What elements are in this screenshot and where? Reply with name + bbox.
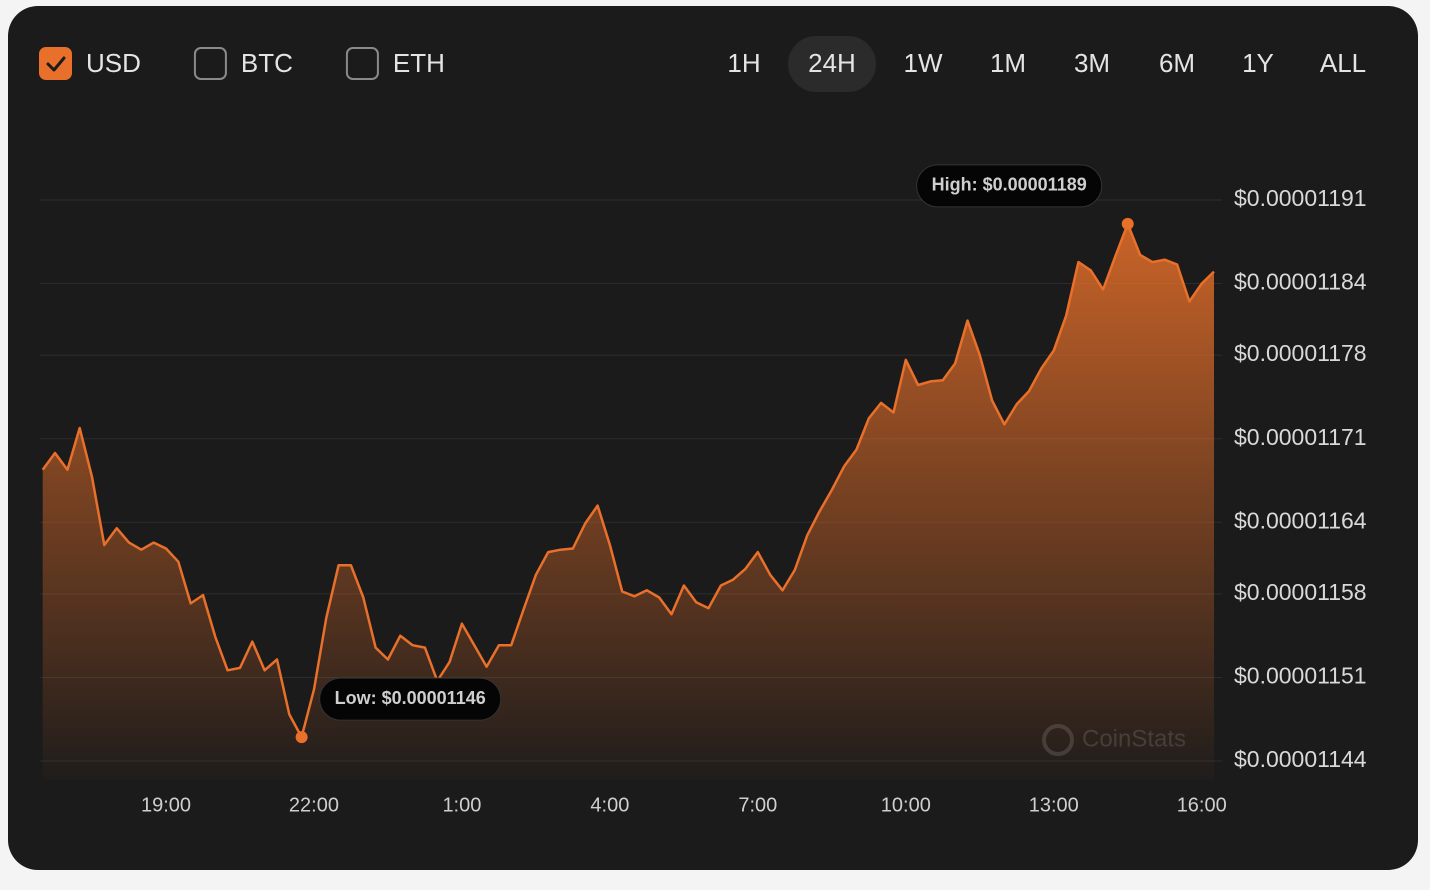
x-tick-label: 1:00 (442, 794, 481, 816)
annotation-label: High: $0.00001189 (932, 175, 1087, 195)
checkbox[interactable] (39, 47, 72, 80)
area-fill (42, 223, 1215, 780)
currency-label[interactable]: USD (86, 48, 141, 78)
y-tick-label: $0.00001171 (1234, 424, 1367, 450)
annotation-bubble (916, 164, 1103, 208)
currency-label[interactable]: BTC (241, 48, 293, 78)
range-button[interactable]: 1Y (1242, 48, 1274, 78)
annotation-dot (295, 731, 308, 744)
annotation-bubble (319, 677, 502, 721)
check-mark (46, 56, 66, 72)
y-tick-label: $0.00001178 (1234, 340, 1367, 366)
x-tick-label: 10:00 (881, 794, 931, 816)
range-button-bg[interactable] (788, 36, 876, 92)
y-tick-label: $0.00001158 (1234, 579, 1367, 605)
range-button[interactable]: ALL (1320, 48, 1366, 78)
range-button[interactable]: 1W (904, 48, 943, 78)
x-tick-label: 22:00 (289, 794, 339, 816)
y-tick-label: $0.00001191 (1234, 185, 1367, 211)
y-tick-label: $0.00001164 (1234, 507, 1367, 533)
x-tick-label: 7:00 (738, 794, 777, 816)
range-button[interactable]: 6M (1159, 48, 1195, 78)
price-line (41, 222, 1215, 739)
x-tick-label: 16:00 (1177, 794, 1227, 816)
checkbox[interactable] (345, 47, 379, 80)
annotation-dot (1121, 217, 1134, 230)
x-tick-label: 4:00 (590, 794, 629, 816)
y-tick-label: $0.00001151 (1234, 663, 1367, 689)
range-button[interactable]: 24H (808, 48, 856, 78)
range-button[interactable]: 3M (1074, 48, 1110, 78)
currency-label[interactable]: ETH (393, 48, 445, 78)
range-button[interactable]: 1H (727, 48, 760, 78)
annotation-label: Low: $0.00001146 (335, 688, 486, 708)
range-button[interactable]: 1M (990, 48, 1026, 78)
y-tick-label: $0.00001144 (1234, 746, 1367, 772)
checkbox[interactable] (193, 47, 227, 80)
x-tick-label: 13:00 (1029, 794, 1079, 816)
y-tick-label: $0.00001184 (1234, 269, 1367, 295)
x-tick-label: 19:00 (141, 794, 191, 816)
